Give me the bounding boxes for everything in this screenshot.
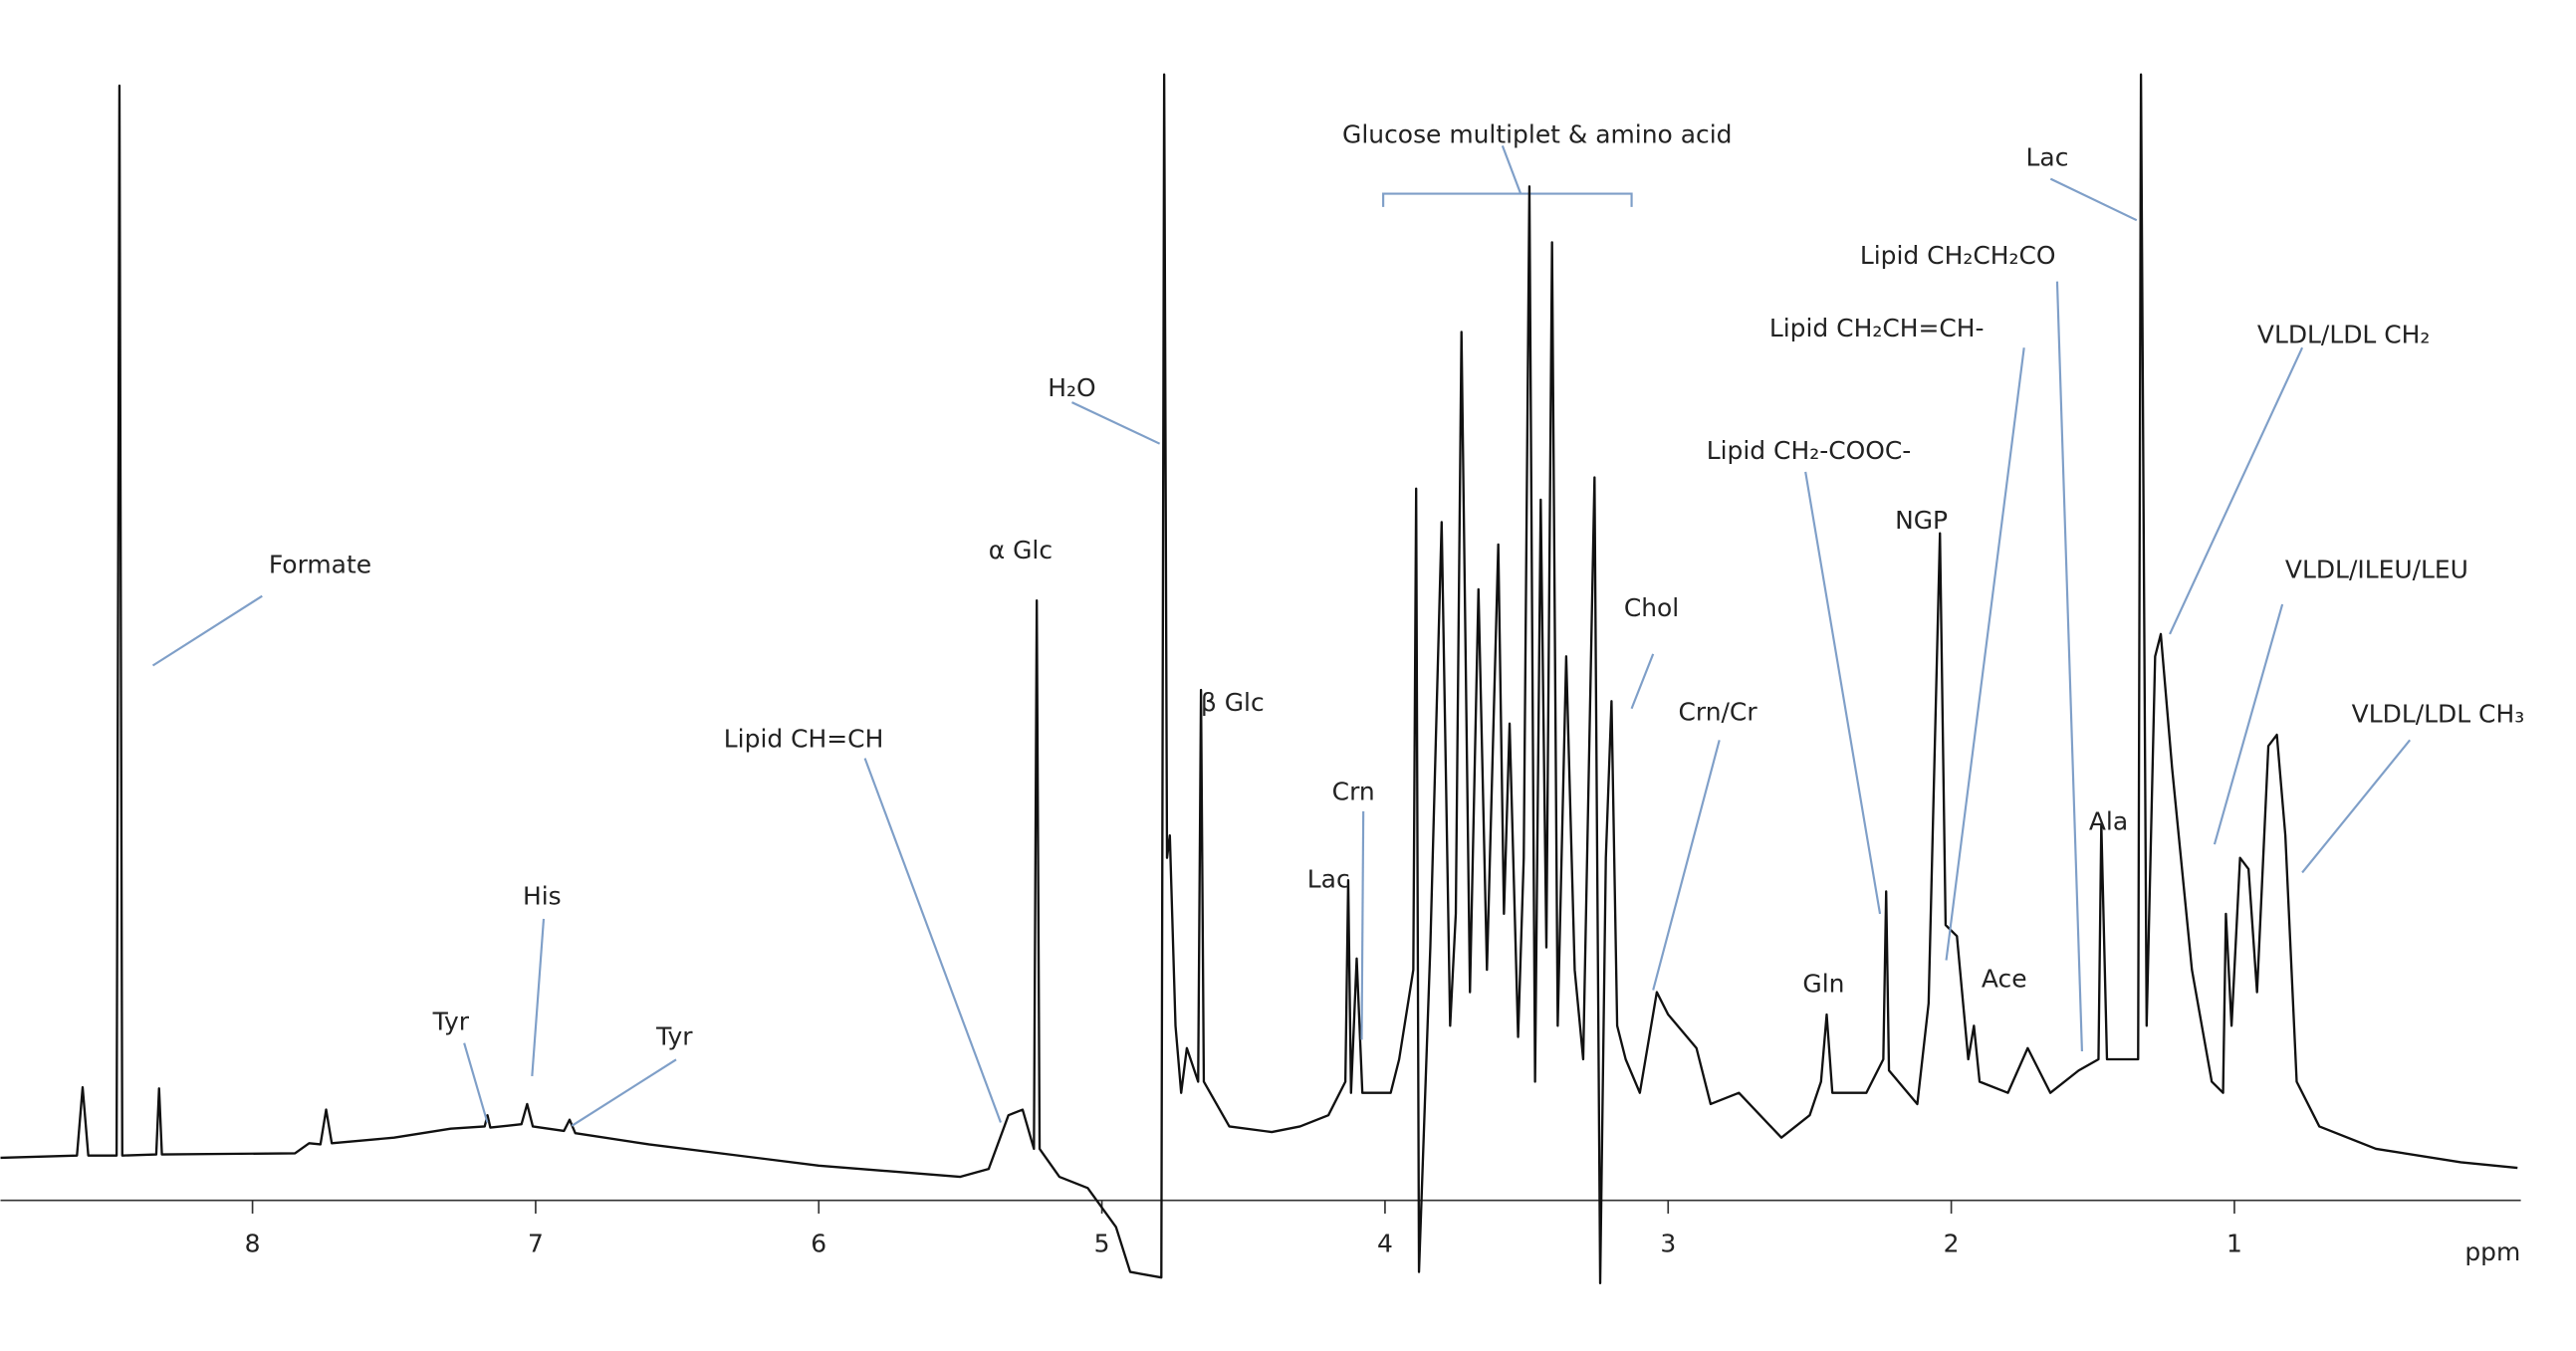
leader-line bbox=[463, 1042, 489, 1123]
x-tick-label: 6 bbox=[811, 1230, 826, 1258]
annotation: Chol bbox=[1624, 593, 1679, 622]
annotation: H₂O bbox=[1048, 373, 1095, 402]
annotation: Lipid CH=CH bbox=[724, 724, 884, 753]
annotation: α Glc bbox=[989, 536, 1053, 564]
leader-line bbox=[1652, 740, 1721, 991]
annotation: Ace bbox=[1982, 964, 2027, 993]
annotation: Crn/Cr bbox=[1678, 698, 1757, 727]
leader-line bbox=[1360, 810, 1365, 1040]
leader-line bbox=[1804, 471, 1882, 915]
leader-line bbox=[1501, 144, 1522, 194]
annotation: β Glc bbox=[1201, 688, 1265, 717]
x-tick-label: 4 bbox=[1377, 1230, 1393, 1258]
annotation: Lipid CH₂-COOC- bbox=[1707, 436, 1912, 465]
x-tick-label: 8 bbox=[245, 1230, 261, 1258]
x-tick-label: 3 bbox=[1660, 1230, 1676, 1258]
annotation: Lipid CH₂CH₂CO bbox=[1860, 241, 2056, 270]
leader-line bbox=[1945, 347, 2025, 961]
leader-line bbox=[2301, 739, 2412, 874]
annotation: Ala bbox=[2089, 807, 2128, 836]
annotation: His bbox=[523, 881, 562, 910]
annotation: Lipid CH₂CH=CH- bbox=[1769, 314, 1985, 342]
annotation: VLDL/LDL CH₂ bbox=[2257, 321, 2431, 349]
annotation: Tyr bbox=[655, 1022, 693, 1051]
annotation: Lac bbox=[2026, 143, 2069, 172]
x-tick-label: 5 bbox=[1094, 1230, 1110, 1258]
leader-line bbox=[2169, 346, 2304, 635]
x-tick-label: 7 bbox=[528, 1230, 544, 1258]
leader-line bbox=[531, 918, 546, 1077]
leader-line bbox=[863, 758, 1002, 1123]
annotation: VLDL/ILEU/LEU bbox=[2285, 556, 2468, 584]
annotation: Lac bbox=[1307, 865, 1350, 894]
annotation: Tyr bbox=[432, 1008, 470, 1036]
leader-line bbox=[2213, 603, 2284, 845]
annotation: NGP bbox=[1895, 506, 1948, 535]
leader-line bbox=[2055, 281, 2083, 1052]
annotation: Formate bbox=[269, 551, 371, 579]
x-tick-label: 2 bbox=[1944, 1230, 1960, 1258]
x-tick-label: 1 bbox=[2226, 1230, 2242, 1258]
annotation: Gln bbox=[1802, 969, 1844, 998]
annotation: VLDL/LDL CH₃ bbox=[2352, 699, 2525, 728]
leader-line bbox=[1630, 653, 1655, 710]
x-axis-label: ppm bbox=[2464, 1238, 2520, 1266]
spectrum bbox=[0, 73, 2518, 1284]
annotation: Crn bbox=[1332, 778, 1375, 806]
leader-line bbox=[2049, 177, 2138, 222]
leader-line bbox=[571, 1058, 677, 1127]
leader-line bbox=[1071, 401, 1161, 445]
leader-line bbox=[151, 594, 263, 667]
annotation: Glucose multiplet & amino acid bbox=[1342, 119, 1732, 148]
bracket bbox=[1382, 192, 1633, 207]
